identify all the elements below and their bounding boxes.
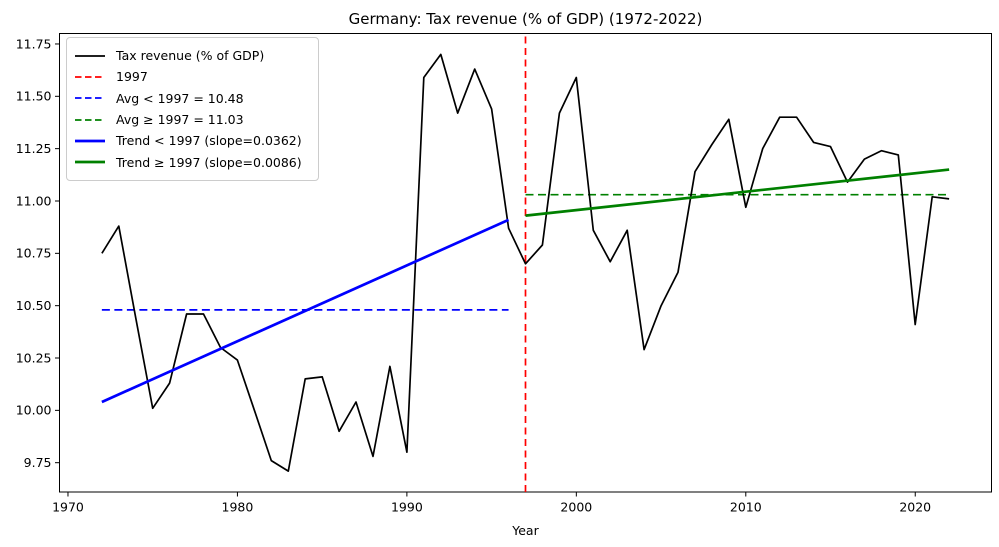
legend-item-label: Avg < 1997 = 10.48 [116, 90, 244, 106]
trend-line-trend_post_1997 [525, 168, 950, 217]
y-tick-label: 10.25 [16, 350, 52, 365]
y-tick-label: 10.00 [16, 403, 52, 418]
y-tick-label: 9.75 [24, 455, 52, 470]
x-tick-label: 1990 [391, 500, 423, 515]
x-axis-label: Year [512, 523, 539, 538]
legend-item: Tax revenue (% of GDP) [75, 45, 308, 66]
y-tick-label: 11.75 [16, 36, 52, 51]
x-tick-label: 1970 [52, 500, 84, 515]
legend-line-swatch-icon [75, 54, 105, 57]
x-tick-label: 2000 [560, 500, 592, 515]
trend-line-trend_pre_1997 [101, 218, 510, 404]
legend: Tax revenue (% of GDP) 1997 Avg < 1997 = 1… [66, 37, 319, 181]
legend-line-swatch-icon [75, 76, 105, 78]
legend-item: Trend < 1997 (slope=0.0362) [75, 130, 308, 151]
x-tick-label: 1980 [222, 500, 254, 515]
x-tick-label: 2020 [899, 500, 931, 515]
legend-item-label: Tax revenue (% of GDP) [116, 48, 265, 64]
legend-item-label: 1997 [116, 69, 148, 85]
y-tick-label: 11.00 [16, 193, 52, 208]
legend-line-swatch-icon [75, 139, 105, 143]
legend-item: Avg ≥ 1997 = 11.03 [75, 109, 308, 130]
legend-item-label: Trend < 1997 (slope=0.0362) [116, 133, 302, 149]
legend-line-swatch-icon [75, 97, 105, 100]
y-tick-label: 10.75 [16, 246, 52, 261]
y-tick-label: 11.25 [16, 141, 52, 156]
chart-title: Germany: Tax revenue (% of GDP) (1972-20… [348, 10, 703, 28]
y-tick-label: 10.50 [16, 298, 52, 313]
x-tick-label: 2010 [730, 500, 762, 515]
legend-item: 1997 [75, 66, 308, 87]
legend-item-label: Trend ≥ 1997 (slope=0.0086) [116, 154, 302, 170]
legend-line-swatch-icon [75, 160, 105, 164]
series-tax_revenue-line [101, 53, 950, 472]
legend-item: Trend ≥ 1997 (slope=0.0086) [75, 151, 308, 172]
legend-item-label: Avg ≥ 1997 = 11.03 [116, 112, 244, 128]
legend-item: Avg < 1997 = 10.48 [75, 88, 308, 109]
legend-line-swatch-icon [75, 118, 105, 121]
y-tick-label: 11.50 [16, 89, 52, 104]
